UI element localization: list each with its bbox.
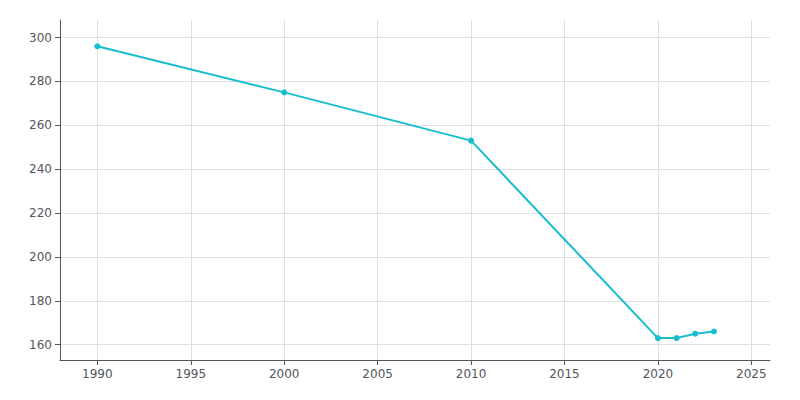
svg-text:240: 240	[29, 162, 52, 176]
svg-text:2005: 2005	[362, 367, 393, 381]
svg-text:2025: 2025	[736, 367, 767, 381]
svg-text:2000: 2000	[269, 367, 300, 381]
svg-text:2015: 2015	[549, 367, 580, 381]
svg-text:2020: 2020	[643, 367, 674, 381]
svg-text:160: 160	[29, 338, 52, 352]
svg-text:280: 280	[29, 74, 52, 88]
svg-text:300: 300	[29, 31, 52, 45]
svg-text:260: 260	[29, 118, 52, 132]
svg-text:2010: 2010	[456, 367, 487, 381]
svg-text:220: 220	[29, 206, 52, 220]
svg-text:200: 200	[29, 250, 52, 264]
svg-text:180: 180	[29, 294, 52, 308]
svg-text:1995: 1995	[176, 367, 207, 381]
svg-text:1990: 1990	[82, 367, 113, 381]
